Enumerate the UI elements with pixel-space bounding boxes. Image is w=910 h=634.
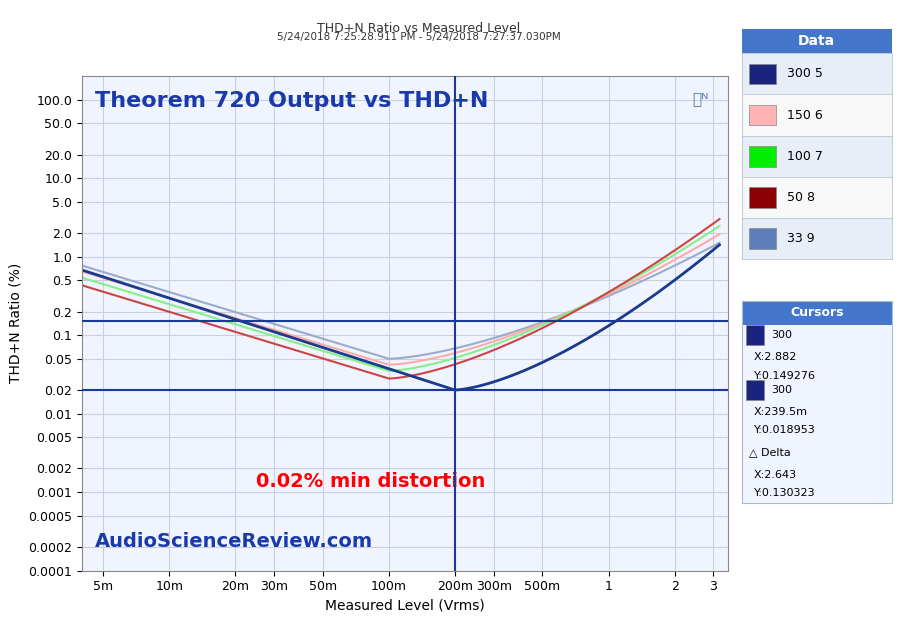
Text: THD+N Ratio vs Measured Level: THD+N Ratio vs Measured Level (317, 22, 521, 36)
Text: Theorem 720 Output vs THD+N: Theorem 720 Output vs THD+N (95, 91, 488, 111)
Text: 0.02% min distortion: 0.02% min distortion (257, 472, 486, 491)
Bar (749, 187, 776, 208)
Text: 300: 300 (772, 330, 793, 340)
Text: 300: 300 (772, 385, 793, 395)
Bar (746, 380, 764, 400)
Text: 50 8: 50 8 (786, 191, 814, 204)
Text: 300 5: 300 5 (786, 67, 823, 81)
Text: Y:0.018953: Y:0.018953 (753, 425, 815, 436)
Text: △ Delta: △ Delta (749, 448, 791, 458)
Text: Data: Data (798, 34, 835, 48)
Text: X:239.5m: X:239.5m (753, 407, 808, 417)
Bar (749, 146, 776, 167)
Text: 33 9: 33 9 (786, 232, 814, 245)
X-axis label: Measured Level (Vrms): Measured Level (Vrms) (325, 599, 485, 613)
Text: Ⓐᴺ: Ⓐᴺ (693, 91, 709, 106)
Bar (749, 63, 776, 84)
Text: X:2.643: X:2.643 (753, 470, 797, 480)
Bar (749, 228, 776, 249)
Bar (742, 301, 892, 325)
Text: X:2.882: X:2.882 (753, 353, 797, 362)
Text: 150 6: 150 6 (786, 108, 823, 122)
Text: Cursors: Cursors (790, 306, 844, 319)
Text: 5/24/2018 7:25:28.911 PM - 5/24/2018 7:27:37.030PM: 5/24/2018 7:25:28.911 PM - 5/24/2018 7:2… (277, 32, 561, 42)
Text: Y:0.149276: Y:0.149276 (753, 371, 815, 380)
Bar (746, 325, 764, 345)
Text: 100 7: 100 7 (786, 150, 823, 163)
Bar (749, 105, 776, 126)
Text: AudioScienceReview.com: AudioScienceReview.com (95, 532, 373, 551)
Text: Y:0.130323: Y:0.130323 (753, 488, 815, 498)
Y-axis label: THD+N Ratio (%): THD+N Ratio (%) (8, 263, 23, 384)
